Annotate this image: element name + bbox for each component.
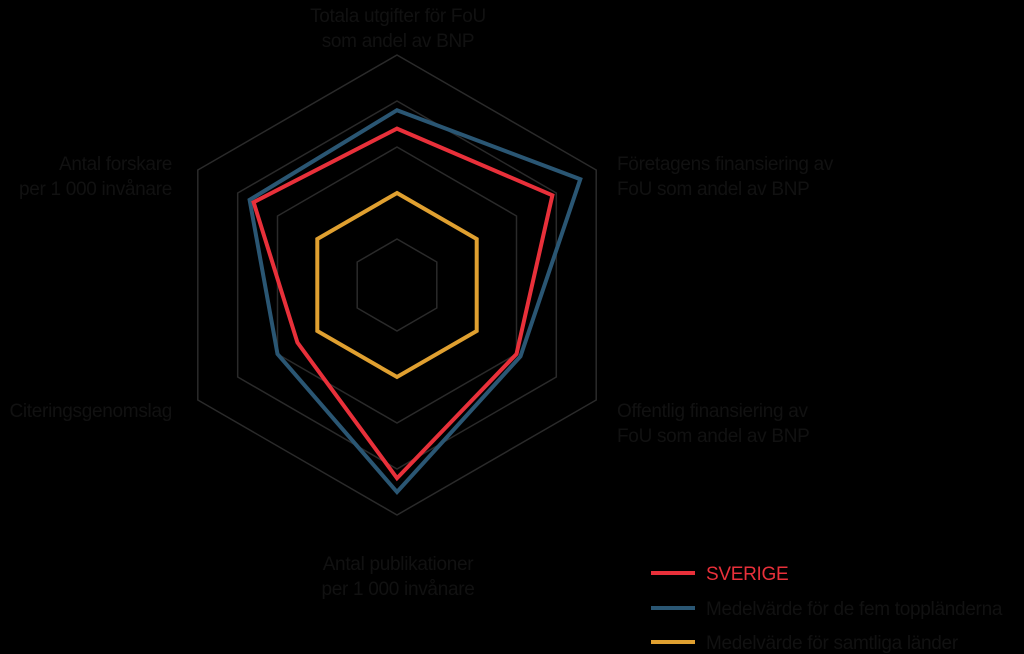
legend-label-top-five: Medelvärde för de fem toppländerna <box>706 599 1003 620</box>
grid-ring-1 <box>356 238 438 332</box>
series-line-2 <box>247 107 583 496</box>
legend-label-sverige: SVERIGE <box>706 564 788 585</box>
axis-label-publications: Antal publikationer per 1 000 invånare <box>321 554 474 600</box>
legend-label-all-countries: Medelvärde för samtliga länder <box>706 633 959 654</box>
radar-grid <box>197 54 597 516</box>
radar-series <box>247 107 583 496</box>
axis-label-public-funding: Offentlig finansiering av FoU som andel a… <box>617 401 810 447</box>
axis-label-rd-total: Totala utgifter för FoU som andel av BNP <box>310 6 486 52</box>
grid-ring-5 <box>197 54 597 516</box>
axis-label-researchers: Antal forskare per 1 000 invånare <box>19 154 172 200</box>
axis-labels: Totala utgifter för FoU som andel av BNP … <box>9 6 834 600</box>
axis-label-business-funding: Företagens finansiering av FoU som andel … <box>617 154 834 200</box>
grid-ring-2 <box>316 192 478 378</box>
series-line-1 <box>251 126 555 482</box>
series-line-3 <box>315 190 479 380</box>
grid-ring-3 <box>276 146 518 424</box>
axis-label-citation-impact: Citeringsgenomslag <box>9 401 172 422</box>
legend: SVERIGE Medelvärde för de fem toppländer… <box>651 564 1003 654</box>
grid-ring-4 <box>236 100 558 470</box>
